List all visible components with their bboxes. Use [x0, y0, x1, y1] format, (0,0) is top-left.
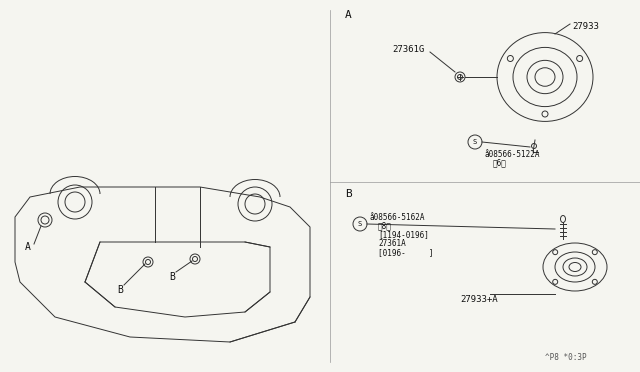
Text: ^P8 *0:3P: ^P8 *0:3P [545, 353, 587, 362]
Text: S: S [358, 221, 362, 227]
Text: （8）: （8） [378, 221, 392, 231]
Text: A: A [345, 10, 352, 20]
Text: 27933: 27933 [572, 22, 599, 31]
Text: 27361G: 27361G [392, 45, 424, 54]
Text: 27361A: 27361A [378, 240, 406, 248]
Text: [1194-0196]: [1194-0196] [378, 231, 429, 240]
Text: [0196-     ]: [0196- ] [378, 248, 433, 257]
Text: B: B [345, 189, 352, 199]
Text: 27933+A: 27933+A [460, 295, 498, 304]
Text: å08566-5122A: å08566-5122A [485, 150, 541, 158]
Text: B: B [117, 285, 123, 295]
Text: （6）: （6） [493, 158, 507, 167]
Text: S: S [473, 139, 477, 145]
Text: A: A [25, 242, 31, 252]
Text: å08566-5162A: å08566-5162A [370, 212, 426, 221]
Text: B: B [169, 272, 175, 282]
